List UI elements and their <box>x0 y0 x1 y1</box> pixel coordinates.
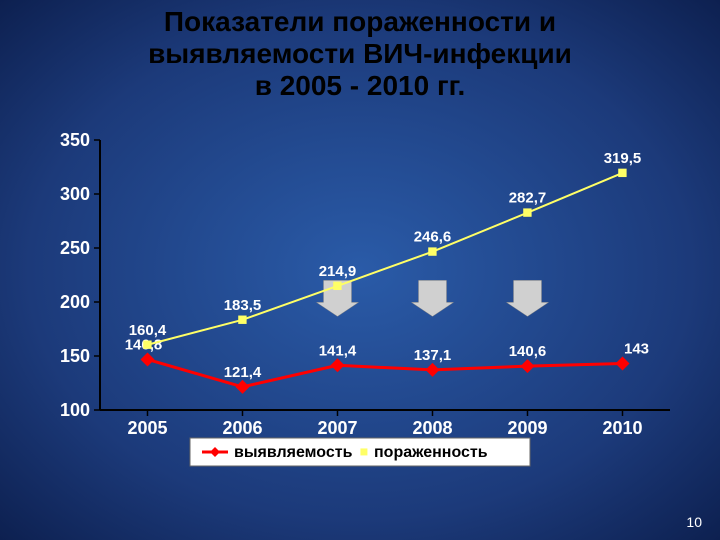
title-line1: Показатели пораженности и <box>164 6 556 37</box>
down-arrow-icon <box>507 280 549 316</box>
value-label: 282,7 <box>509 190 547 207</box>
series-line-porazhennost <box>148 173 623 345</box>
legend-label: выявляемость <box>234 444 353 461</box>
marker-square <box>360 448 367 455</box>
marker-square <box>143 340 151 348</box>
marker-square <box>238 316 246 324</box>
y-tick-label: 250 <box>60 238 90 258</box>
x-tick-label: 2005 <box>127 418 167 438</box>
x-tick-label: 2008 <box>412 418 452 438</box>
legend-label: пораженность <box>374 444 488 461</box>
value-label: 121,4 <box>224 364 262 381</box>
chart-area: 100 150 200 250 300 350 2005 2006 2007 2008 2009 20… <box>40 130 680 470</box>
y-tick-label: 350 <box>60 130 90 150</box>
value-label: 141,4 <box>319 342 357 359</box>
y-tick-label: 150 <box>60 346 90 366</box>
x-tick-label: 2010 <box>602 418 642 438</box>
y-tick-label: 200 <box>60 292 90 312</box>
page-number: 10 <box>686 514 702 530</box>
marker-diamond <box>141 352 155 366</box>
value-label: 143 <box>624 341 649 358</box>
x-tick-label: 2009 <box>507 418 547 438</box>
chart-title: Показатели пораженности и выявляемости В… <box>0 6 720 102</box>
x-tick-label: 2007 <box>317 418 357 438</box>
marker-diamond <box>521 359 535 373</box>
y-tick-label: 100 <box>60 400 90 420</box>
marker-square <box>333 282 341 290</box>
series-line-vyyavlyaemost <box>148 359 623 386</box>
value-label: 319,5 <box>604 150 642 167</box>
value-label: 214,9 <box>319 263 357 280</box>
marker-square <box>428 247 436 255</box>
marker-square <box>618 169 626 177</box>
value-label: 246,6 <box>414 229 452 246</box>
marker-square <box>523 208 531 216</box>
x-tick-label: 2006 <box>222 418 262 438</box>
title-line2: выявляемости ВИЧ-инфекции <box>148 38 572 69</box>
value-label: 137,1 <box>414 347 452 364</box>
value-label: 140,6 <box>509 343 547 360</box>
marker-diamond <box>616 357 630 371</box>
chart-svg: 100 150 200 250 300 350 2005 2006 2007 2008 2009 20… <box>40 130 680 470</box>
value-label: 160,4 <box>129 322 167 339</box>
value-label: 183,5 <box>224 297 262 314</box>
title-line3: в 2005 - 2010 гг. <box>255 70 466 101</box>
marker-diamond <box>236 380 250 394</box>
marker-diamond <box>331 358 345 372</box>
down-arrow-icon <box>412 280 454 316</box>
marker-diamond <box>426 363 440 377</box>
y-tick-label: 300 <box>60 184 90 204</box>
